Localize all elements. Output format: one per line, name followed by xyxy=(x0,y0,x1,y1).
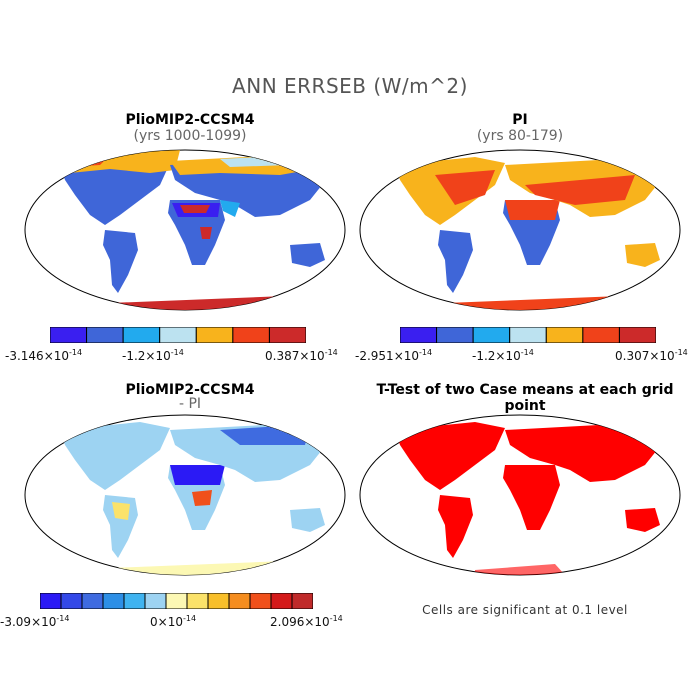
figure-title: ANN ERRSEB (W/m^2) xyxy=(232,74,468,98)
arabia xyxy=(220,200,240,217)
panel1-subtitle: (yrs 1000-1099) xyxy=(133,128,247,144)
cbar3-swatch-3 xyxy=(102,593,125,609)
colorbar1-min-label: -3.146×10-14 xyxy=(5,348,83,363)
cbar3-swatch-10 xyxy=(249,593,272,609)
cbar2-swatch-1 xyxy=(436,327,474,343)
cbar2-swatch-5 xyxy=(582,327,620,343)
colorbar3-mid-label: 0×10-14 xyxy=(150,614,197,629)
colorbar1-max-label: 0.387×10-14 xyxy=(265,348,338,363)
panel1-title: PlioMIP2-CCSM4 xyxy=(125,112,255,128)
north-america xyxy=(395,422,505,490)
australia xyxy=(290,508,325,532)
colorbar2-mid-label: -1.2×10-14 xyxy=(472,348,534,363)
cbar1-swatch-2 xyxy=(122,327,161,343)
north-america xyxy=(60,422,170,490)
panel2-subtitle: (yrs 80-179) xyxy=(476,128,564,144)
colorbar2-max-label: 0.307×10-14 xyxy=(615,348,688,363)
colorbar2 xyxy=(400,327,656,343)
sahara xyxy=(505,200,560,220)
cbar3-swatch-6 xyxy=(165,593,188,609)
eurasia xyxy=(505,422,665,482)
south-america xyxy=(438,495,473,558)
panel4-map xyxy=(359,414,681,576)
cbar3-swatch-7 xyxy=(186,593,209,609)
colorbar2-min-label: -2.951×10-14 xyxy=(355,348,433,363)
cbar3-swatch-2 xyxy=(81,593,104,609)
north-america xyxy=(60,157,170,225)
cbar3-swatch-8 xyxy=(207,593,230,609)
north-america-east xyxy=(435,170,495,205)
colorbar3-min-label: -3.09×10-14 xyxy=(0,614,70,629)
sahara xyxy=(170,465,225,485)
amazon xyxy=(112,502,130,520)
panel3-map xyxy=(24,414,346,576)
sahara-hot xyxy=(180,205,210,213)
cbar2-swatch-2 xyxy=(472,327,511,343)
cbar3-swatch-1 xyxy=(60,593,83,609)
cbar2-swatch-6 xyxy=(618,327,656,343)
cbar3-swatch-11 xyxy=(270,593,293,609)
cbar3-swatch-4 xyxy=(123,593,146,609)
panel2-map xyxy=(359,149,681,311)
cbar1-swatch-6 xyxy=(268,327,306,343)
south-america xyxy=(103,495,138,558)
panel2-title: PI xyxy=(512,112,528,128)
cbar3-swatch-12 xyxy=(291,593,313,609)
panel3-title: PlioMIP2-CCSM4 xyxy=(125,382,255,398)
cbar2-swatch-4 xyxy=(545,327,584,343)
cbar1-swatch-1 xyxy=(86,327,124,343)
colorbar1-mid-label: -1.2×10-14 xyxy=(122,348,184,363)
cbar1-swatch-5 xyxy=(232,327,270,343)
panel4-title: T-Test of two Case means at each grid po… xyxy=(376,382,674,414)
cbar1-swatch-3 xyxy=(159,327,197,343)
panel1-map xyxy=(24,149,346,311)
congo xyxy=(192,490,212,506)
colorbar3-max-label: 2.096×10-14 xyxy=(270,614,343,629)
cbar1-swatch-4 xyxy=(195,327,234,343)
africa xyxy=(503,465,560,530)
cbar1-swatch-0 xyxy=(50,327,88,343)
australia xyxy=(625,508,660,532)
colorbar3 xyxy=(40,593,313,609)
south-america xyxy=(438,230,473,293)
australia xyxy=(290,243,325,267)
cbar2-swatch-0 xyxy=(400,327,438,343)
south-america xyxy=(103,230,138,293)
colorbar1 xyxy=(50,327,306,343)
panel3-subtitle: - PI xyxy=(178,396,202,412)
australia xyxy=(625,243,660,267)
cbar3-swatch-0 xyxy=(40,593,62,609)
cbar3-swatch-5 xyxy=(144,593,167,609)
cbar3-swatch-9 xyxy=(228,593,251,609)
eurasia-red xyxy=(525,175,635,205)
cbar2-swatch-3 xyxy=(509,327,547,343)
congo xyxy=(200,227,212,239)
significance-note: Cells are significant at 0.1 level xyxy=(422,603,628,617)
